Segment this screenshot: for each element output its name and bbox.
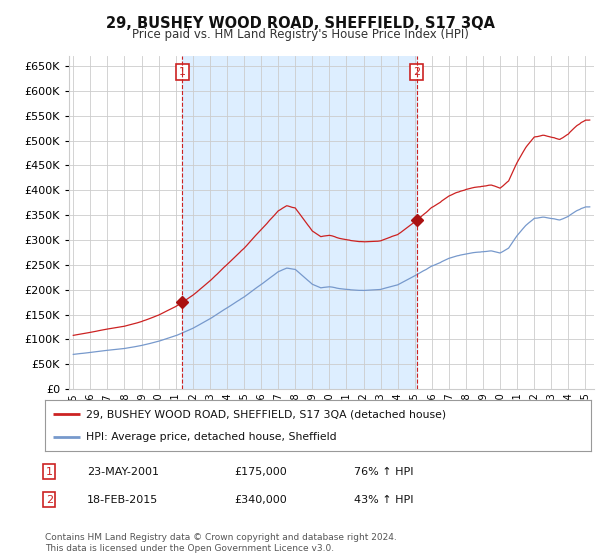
Text: 29, BUSHEY WOOD ROAD, SHEFFIELD, S17 3QA: 29, BUSHEY WOOD ROAD, SHEFFIELD, S17 3QA [106,16,494,31]
Text: 43% ↑ HPI: 43% ↑ HPI [354,494,413,505]
Text: 23-MAY-2001: 23-MAY-2001 [87,466,159,477]
Text: £175,000: £175,000 [234,466,287,477]
Text: Contains HM Land Registry data © Crown copyright and database right 2024.
This d: Contains HM Land Registry data © Crown c… [45,533,397,553]
Text: 29, BUSHEY WOOD ROAD, SHEFFIELD, S17 3QA (detached house): 29, BUSHEY WOOD ROAD, SHEFFIELD, S17 3QA… [86,409,446,419]
Text: 2: 2 [46,494,53,505]
Text: Price paid vs. HM Land Registry's House Price Index (HPI): Price paid vs. HM Land Registry's House … [131,28,469,41]
Text: 76% ↑ HPI: 76% ↑ HPI [354,466,413,477]
Text: 2: 2 [413,67,421,77]
Text: HPI: Average price, detached house, Sheffield: HPI: Average price, detached house, Shef… [86,432,337,442]
Text: £340,000: £340,000 [234,494,287,505]
Text: 1: 1 [179,67,186,77]
Bar [182,56,417,389]
Text: 1: 1 [46,466,53,477]
Text: 18-FEB-2015: 18-FEB-2015 [87,494,158,505]
